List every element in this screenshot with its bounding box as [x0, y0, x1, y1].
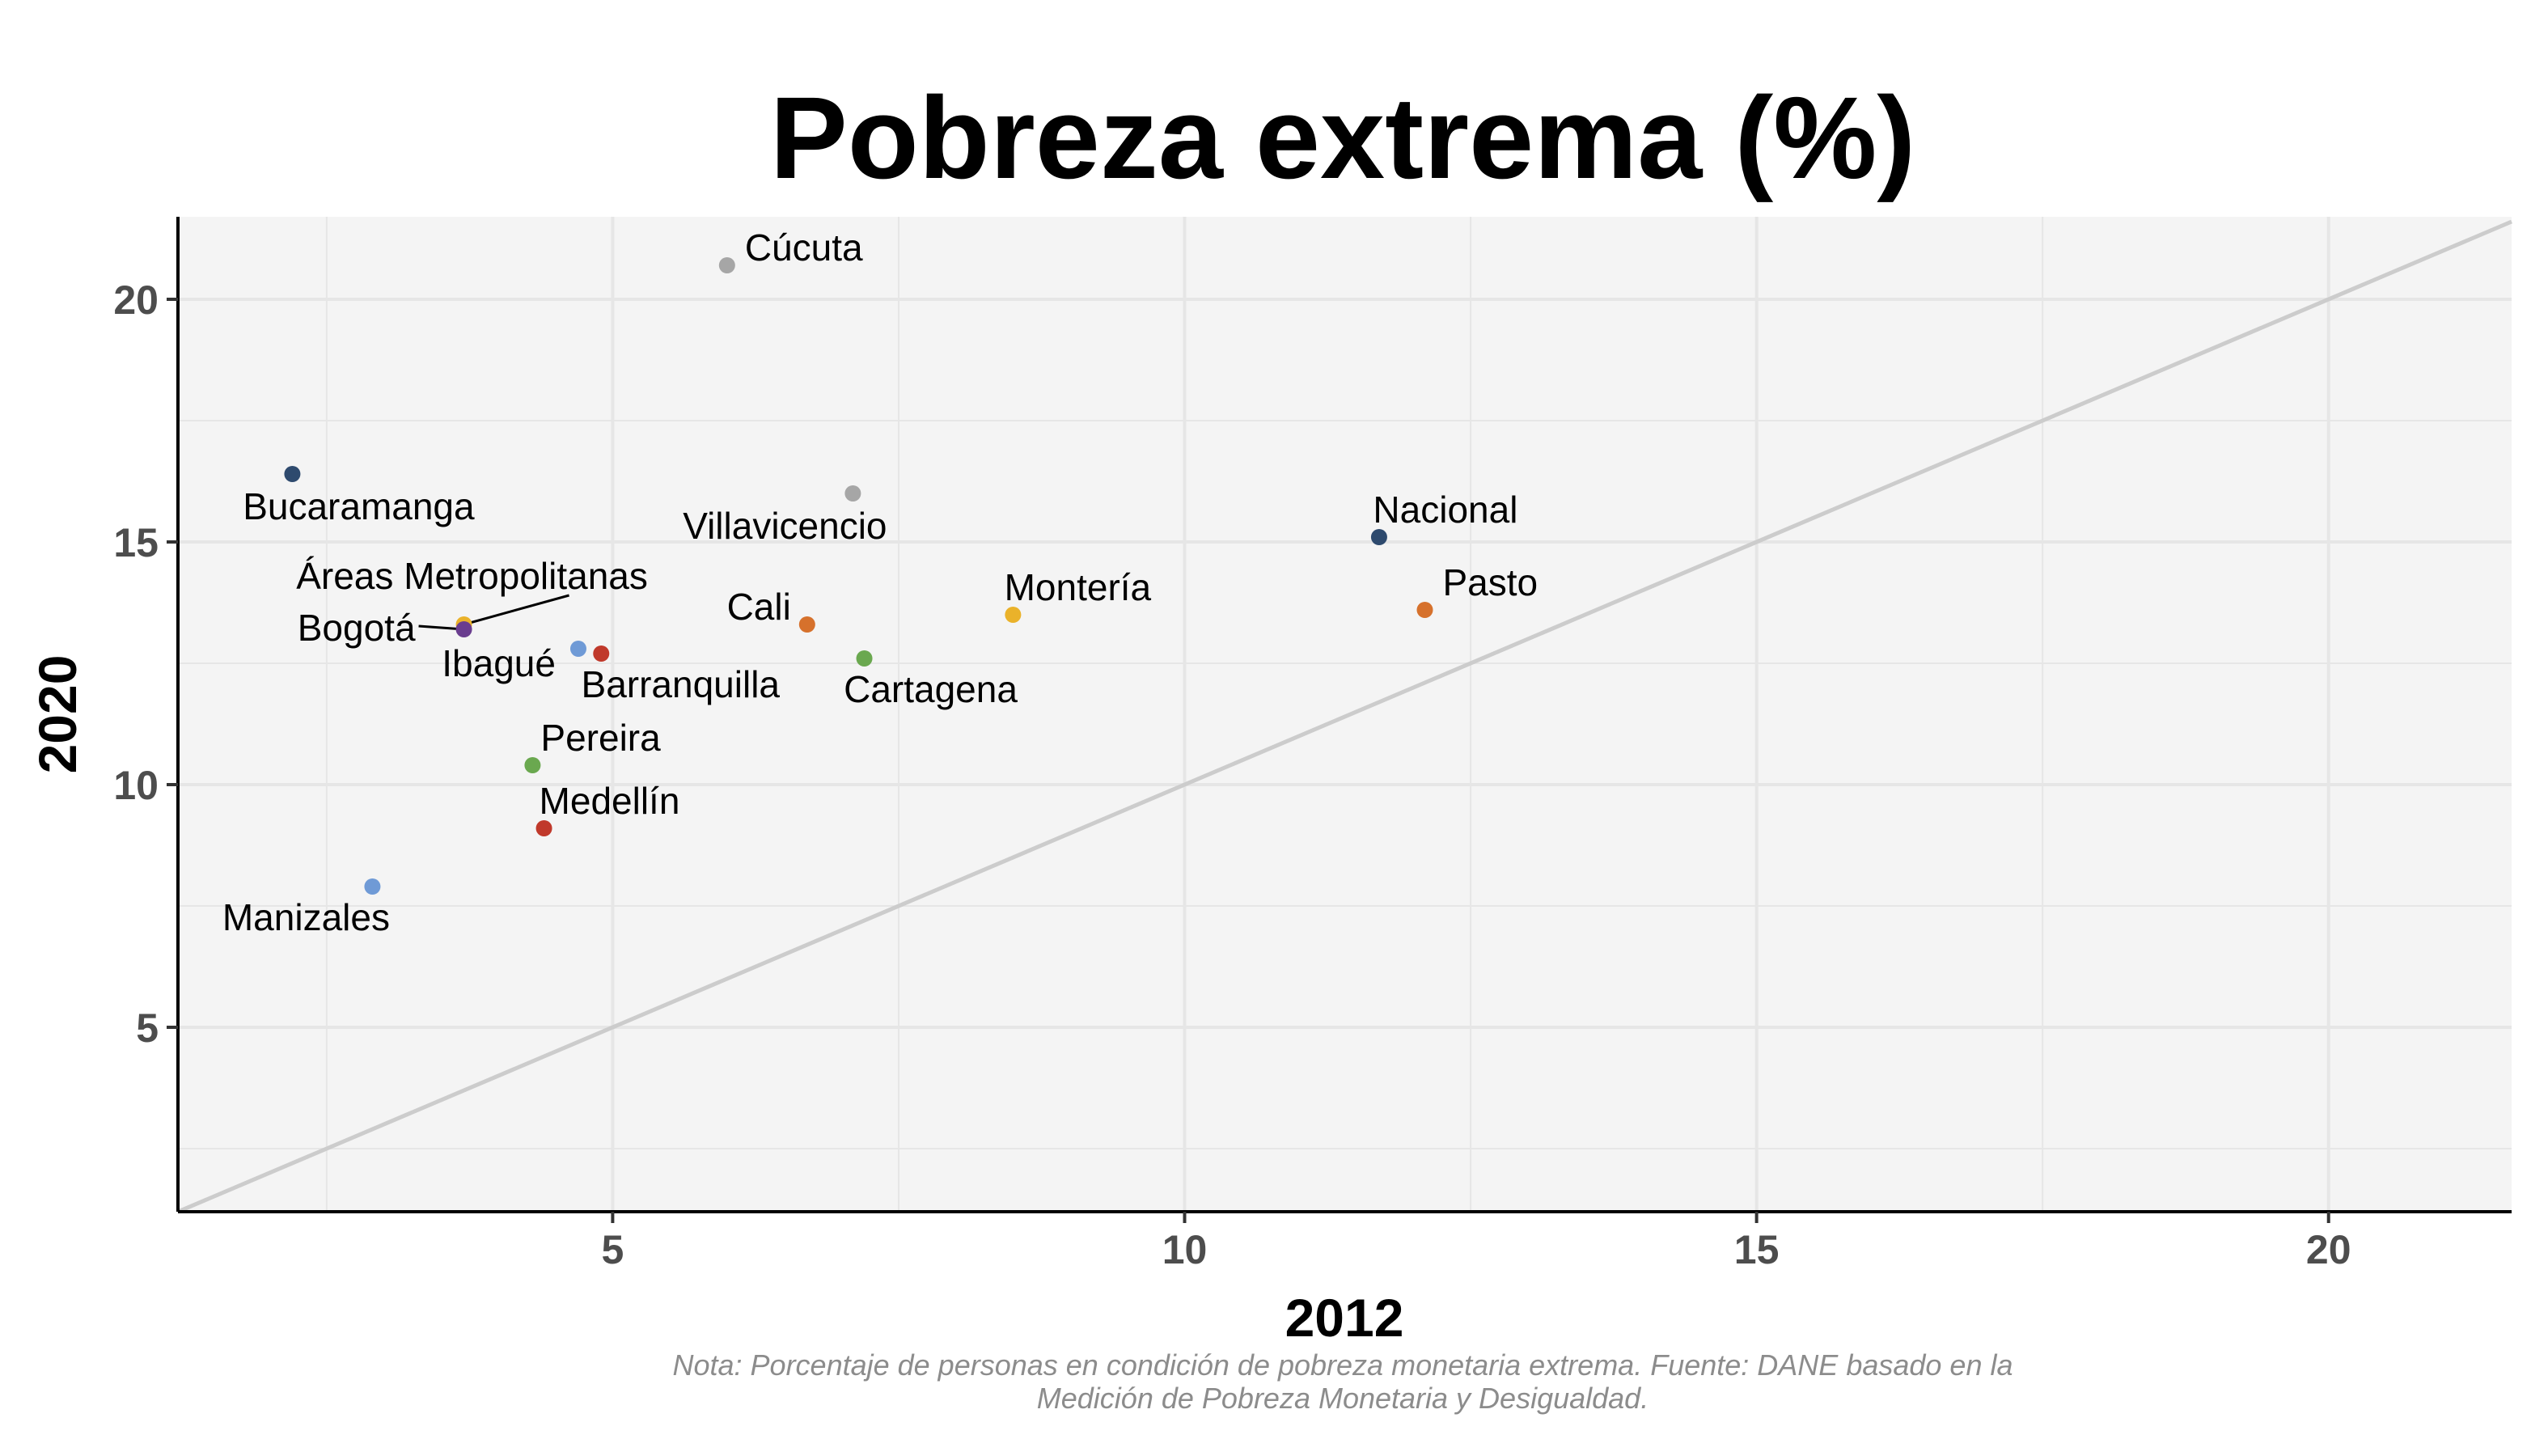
x-tick-label: 15 [1734, 1227, 1780, 1272]
label-pasto: Pasto [1442, 561, 1538, 603]
y-axis-title: 2020 [28, 655, 87, 774]
label-medellin: Medellín [540, 780, 680, 822]
y-tick-label: 5 [136, 1005, 159, 1051]
point-bucaramanga [284, 466, 301, 482]
label-pereira: Pereira [540, 717, 661, 759]
x-tick-label: 10 [1162, 1227, 1208, 1272]
label-bucaramanga: Bucaramanga [243, 485, 475, 527]
point-cartagena [856, 650, 873, 667]
x-axis-ticks: 5 10 15 20 [601, 1212, 2351, 1272]
point-cucuta [718, 257, 735, 273]
label-bogota: Bogotá [298, 607, 416, 649]
label-cali: Cali [727, 586, 791, 628]
grid-lines [178, 217, 2512, 1212]
label-nacional: Nacional [1373, 489, 1517, 531]
point-cali [798, 616, 815, 633]
y-tick-label: 15 [113, 520, 159, 565]
point-barranquilla [593, 645, 610, 662]
label-cucuta: Cúcuta [745, 226, 863, 269]
point-nacional [1370, 529, 1387, 545]
y-tick-label: 20 [113, 277, 159, 323]
point-manizales [364, 878, 381, 895]
label-areas-metropolitanas: Áreas Metropolitanas [296, 555, 648, 597]
x-tick-label: 5 [601, 1227, 624, 1272]
label-barranquilla: Barranquilla [582, 663, 781, 705]
note-line-1: Nota: Porcentaje de personas en condició… [672, 1348, 2013, 1382]
reference-line-y-equals-x [177, 219, 2512, 1214]
label-villavicencio: Villavicencio [683, 505, 887, 547]
data-points [284, 257, 1433, 895]
point-bogota [455, 621, 472, 637]
chart-title: Pobreza extrema (%) [770, 73, 1916, 203]
label-manizales: Manizales [222, 896, 390, 938]
point-pereira [524, 757, 541, 773]
leader-areas-metropolitanas [463, 594, 569, 626]
label-cartagena: Cartagena [844, 668, 1018, 710]
point-ibague [569, 641, 586, 657]
point-medellin [535, 820, 552, 836]
point-labels: Cúcuta Bucaramanga Villavicencio Nacional Pa… [222, 226, 1538, 938]
x-tick-label: 20 [2306, 1227, 2351, 1272]
label-ibague: Ibagué [442, 642, 556, 684]
y-axis-ticks: 5 10 15 20 [113, 277, 178, 1051]
y-tick-label: 10 [113, 763, 159, 808]
x-axis-title: 2012 [1285, 1288, 1404, 1348]
point-pasto [1416, 602, 1433, 618]
point-villavicencio [844, 485, 861, 502]
label-monteria: Montería [1005, 566, 1152, 608]
point-monteria [1005, 607, 1022, 623]
note-line-2: Medición de Pobreza Monetaria y Desigual… [1037, 1382, 1649, 1415]
